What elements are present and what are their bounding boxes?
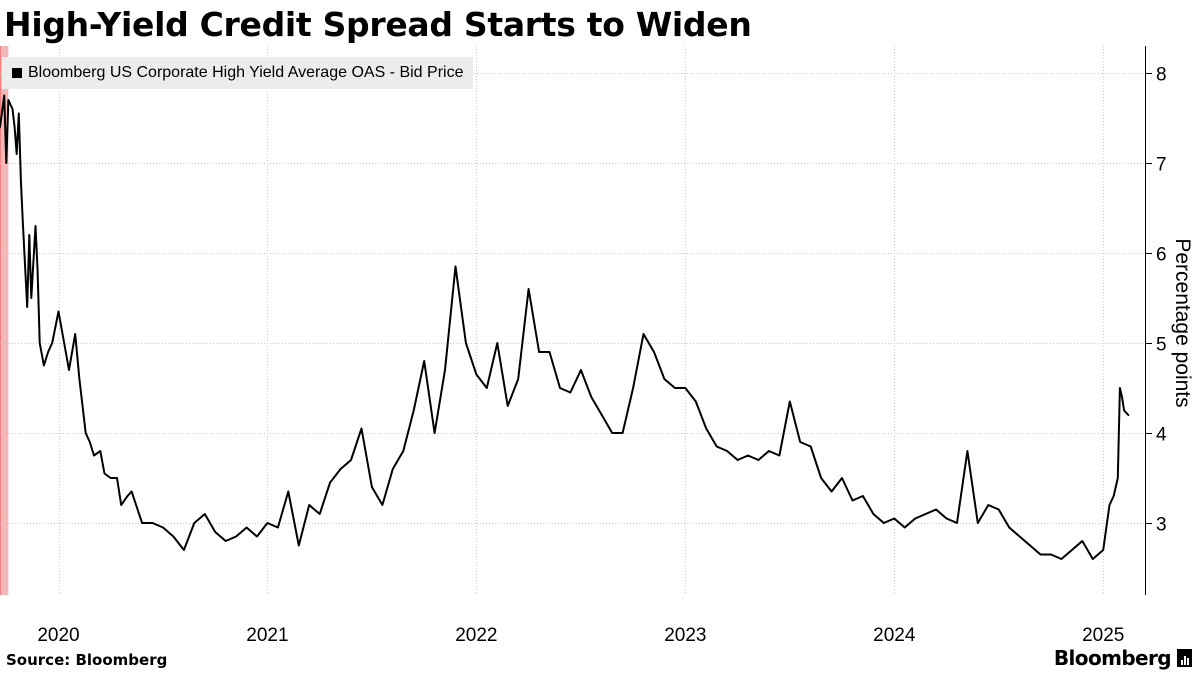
brand-mark: Bloomberg — [1054, 646, 1192, 670]
series-line — [0, 94, 1130, 560]
chart-legend: Bloomberg US Corporate High Yield Averag… — [2, 57, 474, 89]
x-tick-label: 2020 — [37, 625, 79, 646]
y-axis-title: Percentage points — [1171, 238, 1194, 408]
recession-shading-layer — [0, 46, 9, 595]
x-tick-label: 2021 — [246, 625, 288, 646]
y-tick-label: 3 — [1156, 515, 1167, 536]
y-tick-label: 8 — [1156, 65, 1167, 86]
chart-title: High-Yield Credit Spread Starts to Widen — [4, 5, 752, 44]
x-tick-label: 2023 — [664, 625, 706, 646]
x-tick-label: 2022 — [455, 625, 497, 646]
y-tick-label: 6 — [1156, 245, 1167, 266]
brand-name: Bloomberg — [1053, 646, 1172, 670]
legend-label: Bloomberg US Corporate High Yield Averag… — [28, 64, 464, 81]
bar-chart-icon — [1177, 649, 1192, 667]
y-tick-label: 4 — [1156, 425, 1167, 446]
y-tick-label: 7 — [1156, 155, 1167, 176]
axis-layer — [1145, 46, 1152, 595]
grid-layer — [0, 46, 1145, 595]
x-tick-label: 2024 — [873, 625, 916, 646]
legend-swatch — [12, 68, 22, 78]
y-tick-label: 5 — [1156, 335, 1167, 356]
x-tick-label: 2025 — [1082, 625, 1124, 646]
recession-band — [0, 46, 9, 595]
series-layer — [0, 94, 1130, 560]
label-layer: 3 4 5 6 7 8 2020 2021 2022 2023 2024 2025 — [37, 65, 1167, 647]
source-note: Source: Bloomberg — [6, 651, 168, 669]
